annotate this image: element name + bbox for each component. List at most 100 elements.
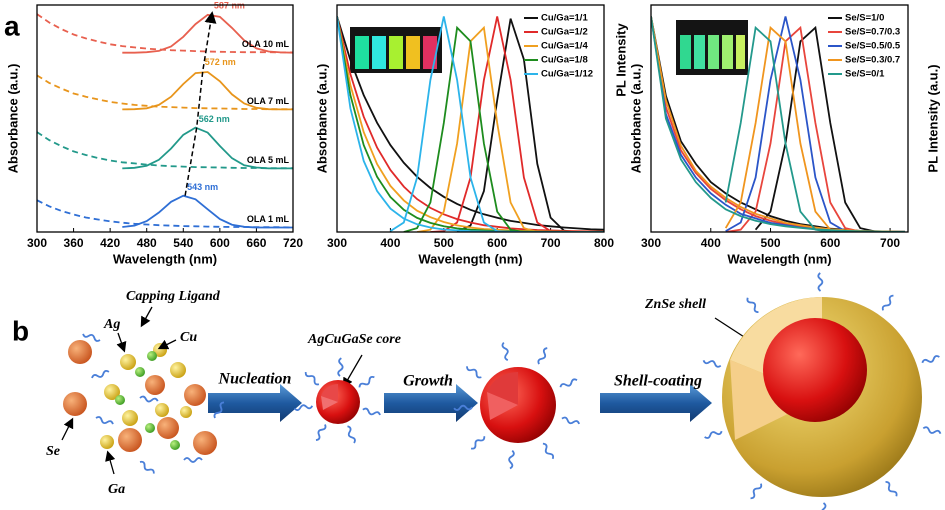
pl-line: [122, 126, 293, 170]
plot-frame: [336, 4, 605, 233]
x-tick-label: 360: [64, 236, 84, 250]
ligand: [559, 378, 578, 388]
plot-frame: [650, 4, 909, 233]
absorbance-line: [337, 16, 604, 232]
x-tick-label: 480: [137, 236, 157, 250]
panel-label: a: [4, 10, 20, 41]
ligand: [885, 480, 898, 497]
x-axis-label: Wavelength (nm): [113, 251, 217, 266]
x-tick-label: 540: [173, 236, 193, 250]
x-axis-label: Wavelength (nm): [727, 251, 831, 266]
x-tick-label: 500: [434, 236, 454, 250]
pointer-arrows: [61, 306, 761, 475]
label: Capping Ligand: [126, 289, 221, 304]
ligand: [358, 375, 375, 388]
absorbance-line: [37, 131, 293, 170]
ligand: [213, 401, 225, 419]
x-tick-label: 400: [380, 236, 400, 250]
plot-frame: [36, 4, 294, 233]
step-label: Growth: [403, 373, 453, 390]
legend-label: Cu/Ga=1/2: [541, 27, 588, 38]
label: Se: [46, 444, 60, 459]
ligand: [704, 430, 723, 439]
ligand: [466, 366, 482, 379]
ligand: [561, 416, 580, 425]
ligand: [817, 272, 824, 292]
inset-photo: [676, 20, 748, 75]
pl-line: [724, 25, 905, 232]
x-tick-label: 420: [100, 236, 120, 250]
x-tick-label: 500: [761, 236, 781, 250]
ligand: [881, 294, 894, 311]
legend-label: Cu/Ga=1/8: [541, 55, 588, 66]
pl-line: [430, 16, 565, 232]
pl-line: [456, 18, 578, 232]
y2-axis-label: PL Intensity (a.u.): [925, 64, 940, 172]
ligand: [746, 297, 759, 314]
ligand: [95, 416, 114, 425]
grown-particle: [480, 367, 556, 443]
peak-label: 543 nm: [187, 182, 218, 192]
step-label: Nucleation: [218, 371, 292, 388]
x-tick-label: 700: [880, 236, 900, 250]
absorbance-line: [337, 16, 604, 232]
ligand: [470, 436, 486, 450]
label: AgCuGaSe core: [307, 332, 401, 347]
process-arrows: [208, 384, 712, 422]
legend-label: Cu/Ga=1/1: [541, 13, 588, 24]
series-label: OLA 10 mL: [242, 39, 290, 49]
ligand: [139, 395, 159, 403]
absorbance-line: [37, 13, 293, 54]
precursors: [63, 340, 217, 455]
y-axis-label: PL Intensity: [613, 23, 628, 97]
x-tick-label: 700: [541, 236, 561, 250]
legend-label: Cu/Ga=1/4: [541, 41, 588, 52]
x-tick-label: 400: [701, 236, 721, 250]
legend-label: Se/S=0/1: [845, 69, 885, 80]
peak-label: 562 nm: [199, 114, 230, 124]
x-tick-label: 800: [594, 236, 614, 250]
pl-line: [724, 25, 905, 232]
label: Cu: [180, 330, 197, 345]
legend-label: Cu/Ga=1/12: [541, 69, 593, 80]
ligand: [542, 442, 555, 460]
label: Ga: [108, 482, 125, 497]
legend-label: Se/S=1/0: [845, 13, 884, 24]
ligand: [362, 407, 381, 416]
y-axis-label: Absorbance (a.u.): [314, 64, 329, 174]
x-tick-label: 600: [487, 236, 507, 250]
peak-label: 572 nm: [205, 57, 236, 67]
label: ZnSe shell: [644, 297, 706, 312]
pl-line: [725, 16, 905, 232]
series-label: OLA 1 mL: [247, 214, 290, 224]
label: Ag: [103, 317, 120, 332]
ligand: [139, 460, 155, 474]
step-label: Shell-coating: [614, 373, 702, 390]
pl-line: [725, 25, 905, 232]
ligand: [921, 355, 940, 364]
ligand: [702, 360, 722, 368]
pl-line: [122, 194, 293, 229]
x-tick-label: 660: [246, 236, 266, 250]
ligands: [82, 272, 942, 510]
ligand: [91, 369, 110, 379]
inset-photo: [350, 27, 442, 73]
core-shell-particle: [722, 297, 922, 497]
legend-label: Se/S=0.5/0.5: [845, 41, 901, 52]
ligand: [922, 426, 942, 434]
x-tick-label: 600: [820, 236, 840, 250]
ligand: [304, 371, 320, 386]
ligand: [293, 404, 314, 411]
ligand: [508, 449, 515, 470]
ligand: [82, 333, 101, 342]
peak-shift-arrow: [184, 11, 217, 196]
legend-label: Se/S=0.3/0.7: [845, 55, 900, 66]
x-tick-label: 720: [283, 236, 303, 250]
ligand: [337, 357, 344, 377]
ligand: [347, 425, 356, 444]
ligand: [820, 502, 827, 510]
ligand: [750, 483, 763, 500]
x-tick-label: 300: [641, 236, 661, 250]
legend-label: Se/S=0.7/0.3: [845, 27, 900, 38]
